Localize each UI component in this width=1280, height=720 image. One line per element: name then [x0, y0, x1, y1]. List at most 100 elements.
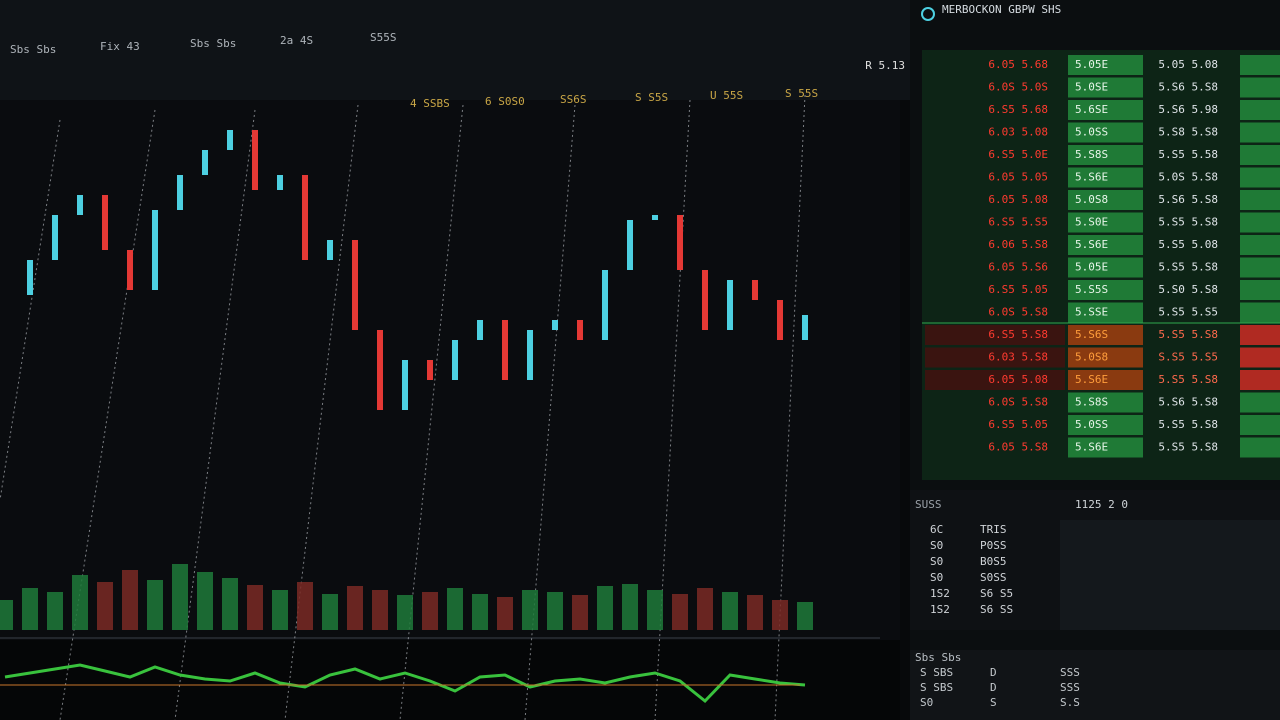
trade-id: S0 — [930, 571, 943, 584]
footer-cell: SSS — [1060, 666, 1080, 679]
trade-id: S0 — [930, 555, 943, 568]
ask-price: 6.05 5.08 — [988, 193, 1048, 206]
side-cell — [1240, 370, 1280, 390]
volume-bar — [572, 595, 588, 630]
footer-cell: D — [990, 681, 997, 694]
bid-cell — [1068, 347, 1143, 368]
footer-cell: SSS — [1060, 681, 1080, 694]
bid-size: 5.S8S — [1075, 396, 1108, 409]
trade-size: S6 S5 — [980, 587, 1013, 600]
volume-bar — [747, 595, 763, 630]
volume-bar — [22, 588, 38, 630]
candle — [352, 240, 358, 330]
ask-price: 6.0S 5.S8 — [988, 306, 1048, 319]
footer-panel — [910, 650, 1280, 720]
volume-bar — [222, 578, 238, 630]
volume-bar — [447, 588, 463, 630]
candle — [102, 195, 108, 250]
volume-bar — [297, 582, 313, 630]
bid-cell — [1068, 325, 1143, 345]
volume-bar — [247, 585, 263, 630]
top-bar — [0, 0, 910, 100]
ask-price: 6.03 5.S8 — [988, 351, 1048, 364]
symbol: R 5.13 — [865, 59, 905, 72]
ask-price: 6.05 5.08 — [988, 373, 1048, 386]
bid-cell — [1068, 55, 1143, 75]
bid-size: 5.0S8 — [1075, 193, 1108, 206]
side-cell — [1240, 325, 1280, 345]
bid-cell — [1068, 235, 1143, 255]
bid-size: 5.S6E — [1075, 441, 1108, 454]
volume-bar — [147, 580, 163, 630]
candle — [802, 315, 808, 340]
ask-price: 6.05 5.S6 — [988, 261, 1048, 274]
bid-size: 5.0SS — [1075, 418, 1108, 431]
ask-price: 6.05 5.68 — [988, 58, 1048, 71]
level-total: 5.S5 5.08 — [1158, 238, 1218, 251]
level-total: 5.S5 5.S5 — [1158, 306, 1218, 319]
candle — [202, 150, 208, 175]
chart-tab: SS6S — [560, 93, 587, 106]
trade-size: S6 SS — [980, 603, 1013, 616]
bid-cell — [1068, 302, 1143, 323]
volume-bar — [697, 588, 713, 630]
bid-size: 5.S5S — [1075, 283, 1108, 296]
bid-cell — [1068, 145, 1143, 165]
candle — [152, 210, 158, 290]
toolbar-item: Sbs Sbs — [10, 43, 56, 56]
trades-detail — [1060, 520, 1280, 630]
volume-bar — [522, 590, 538, 630]
volume-bar — [47, 592, 63, 630]
volume-bar — [172, 564, 188, 630]
candle — [777, 300, 783, 340]
bid-size: 5.0S8 — [1075, 351, 1108, 364]
bid-size: 5.S6E — [1075, 171, 1108, 184]
volume-bar — [772, 600, 788, 630]
volume-bar — [797, 602, 813, 630]
level-total: 5.S5 5.S8 — [1158, 261, 1218, 274]
bid-size: 5.S6E — [1075, 373, 1108, 386]
side-cell — [1240, 100, 1280, 120]
candle — [127, 250, 133, 290]
volume-bar — [597, 586, 613, 630]
candle — [252, 130, 258, 190]
level-total: 5.S5 5.S8 — [1158, 373, 1218, 386]
side-cell — [1240, 280, 1280, 300]
candle — [302, 175, 308, 260]
trade-size: P0SS — [980, 539, 1007, 552]
bid-size: 5.S6E — [1075, 238, 1108, 251]
chart-tab: 4 SSBS — [410, 97, 450, 110]
footer-cell: S0 — [920, 696, 933, 709]
candle — [752, 280, 758, 300]
trade-id: 1S2 — [930, 603, 950, 616]
level-total: 5.S6 5.98 — [1158, 103, 1218, 116]
footer-cell: S SBS — [920, 666, 953, 679]
bid-cell — [1068, 437, 1143, 458]
ask-price: 6.S5 5.05 — [988, 283, 1048, 296]
volume-bar — [97, 582, 113, 630]
grid-line — [0, 119, 61, 501]
ask-price: 6.0S 5.0S — [988, 81, 1048, 94]
row-highlight — [925, 370, 1065, 390]
chart-pane — [0, 100, 900, 640]
trade-size: S0SS — [980, 571, 1007, 584]
bid-cell — [1068, 77, 1143, 98]
candle — [327, 240, 333, 260]
footer-cell: S — [990, 696, 997, 709]
side-cell — [1240, 190, 1280, 210]
bid-size: 5.6SE — [1075, 103, 1108, 116]
row-highlight — [925, 347, 1065, 368]
trade-size: B0S5 — [980, 555, 1007, 568]
footer-cell: D — [990, 666, 997, 679]
bid-size: 5.SSE — [1075, 306, 1108, 319]
candle — [377, 330, 383, 410]
ask-price: 6.0S 5.S8 — [988, 396, 1048, 409]
ask-price: 6.03 5.08 — [988, 126, 1048, 139]
candle — [577, 320, 583, 340]
trade-id: 1S2 — [930, 587, 950, 600]
candle — [177, 175, 183, 210]
bid-cell — [1068, 392, 1143, 413]
toolbar-item: 2a 4S — [280, 34, 313, 47]
bid-cell — [1068, 212, 1143, 233]
